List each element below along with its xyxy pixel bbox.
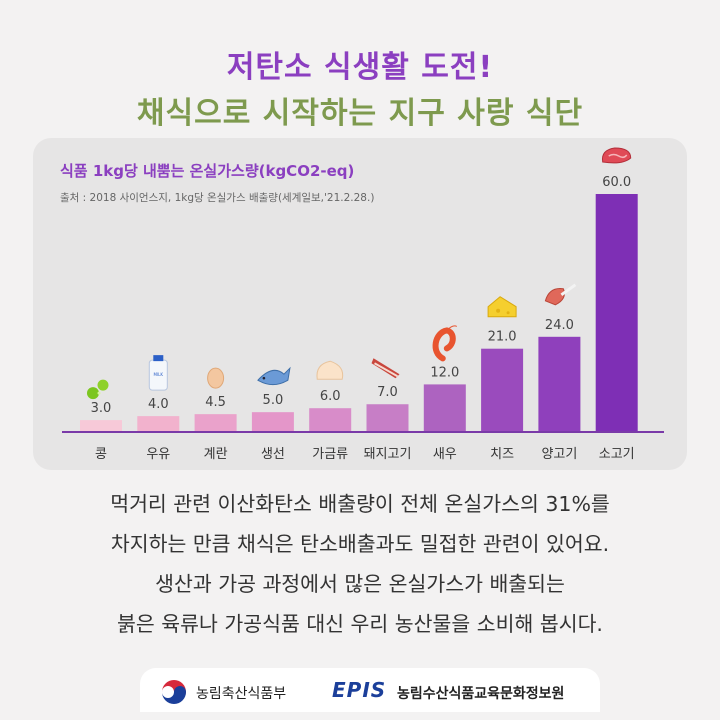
category-label: 가금류 bbox=[312, 447, 348, 462]
soybean-icon bbox=[87, 379, 109, 400]
chicken-icon bbox=[316, 360, 344, 380]
category-label: 치즈 bbox=[490, 447, 514, 462]
page-title-line2: 채식으로 시작하는 지구 사랑 식단 bbox=[136, 96, 584, 131]
bar-4 bbox=[309, 408, 352, 432]
bar-9 bbox=[595, 194, 638, 432]
agency-name: 농림수산식품교육문화정보원 bbox=[397, 686, 565, 702]
steak-icon bbox=[601, 147, 632, 164]
value-label: 4.5 bbox=[205, 395, 226, 410]
category-label: 우유 bbox=[146, 447, 170, 462]
shrimp-icon bbox=[432, 325, 458, 362]
bar-2 bbox=[194, 414, 237, 432]
bar-1 bbox=[137, 416, 180, 432]
egg-icon bbox=[207, 367, 225, 389]
value-label: 3.0 bbox=[91, 401, 112, 416]
value-label: 6.0 bbox=[320, 389, 341, 404]
bar-6 bbox=[423, 384, 466, 432]
bar-5 bbox=[366, 404, 409, 432]
lamb-chop-icon bbox=[544, 283, 577, 306]
body-text: 먹거리 관련 이산화탄소 배출량이 전체 온실가스의 31%를 차지하는 만큼 … bbox=[0, 484, 720, 644]
value-label: 5.0 bbox=[263, 393, 284, 408]
bar-0 bbox=[80, 420, 122, 432]
bar-3 bbox=[251, 412, 294, 432]
chart-title: 식품 1kg당 내뿜는 온실가스량(kgCO2-eq) bbox=[60, 162, 355, 180]
value-label: 24.0 bbox=[545, 318, 574, 333]
category-label: 소고기 bbox=[599, 447, 635, 462]
category-label: 새우 bbox=[433, 447, 457, 462]
category-label: 생선 bbox=[261, 447, 285, 462]
category-label: 돼지고기 bbox=[364, 447, 412, 462]
fish-icon bbox=[257, 366, 291, 386]
value-label: 4.0 bbox=[148, 397, 169, 412]
value-label: 7.0 bbox=[377, 385, 398, 400]
body-line-2: 차지하는 만큼 채식은 탄소배출과도 밀접한 관련이 있어요. bbox=[110, 532, 610, 556]
body-line-4: 붉은 육류나 가공식품 대신 우리 농산물을 소비해 봅시다. bbox=[117, 612, 603, 636]
footer-bar bbox=[140, 668, 600, 712]
body-line-3: 생산과 가공 과정에서 많은 온실가스가 배출되는 bbox=[155, 572, 565, 596]
bar-7 bbox=[481, 348, 524, 432]
value-label: 12.0 bbox=[430, 365, 459, 380]
bacon-icon bbox=[371, 358, 400, 379]
ministry-emblem-icon bbox=[162, 680, 186, 704]
page-title-line1: 저탄소 식생활 도전! bbox=[226, 50, 494, 85]
category-label: 계란 bbox=[204, 447, 228, 462]
svg-text:MILK: MILK bbox=[154, 372, 164, 377]
value-label: 21.0 bbox=[488, 330, 517, 345]
cheese-icon bbox=[487, 296, 517, 318]
bar-8 bbox=[538, 336, 581, 432]
chart-source: 출처 : 2018 사이언스지, 1kg당 온실가스 배출량(세계일보,'21.… bbox=[60, 192, 375, 204]
category-label: 콩 bbox=[95, 447, 107, 462]
value-label: 60.0 bbox=[602, 175, 631, 190]
body-line-1: 먹거리 관련 이산화탄소 배출량이 전체 온실가스의 31%를 bbox=[110, 492, 610, 516]
epis-logo: EPIS bbox=[332, 678, 387, 702]
category-label: 양고기 bbox=[541, 447, 577, 462]
milk-bottle-icon: MILK bbox=[148, 355, 168, 391]
ministry-name: 농림축산식품부 bbox=[196, 686, 287, 702]
